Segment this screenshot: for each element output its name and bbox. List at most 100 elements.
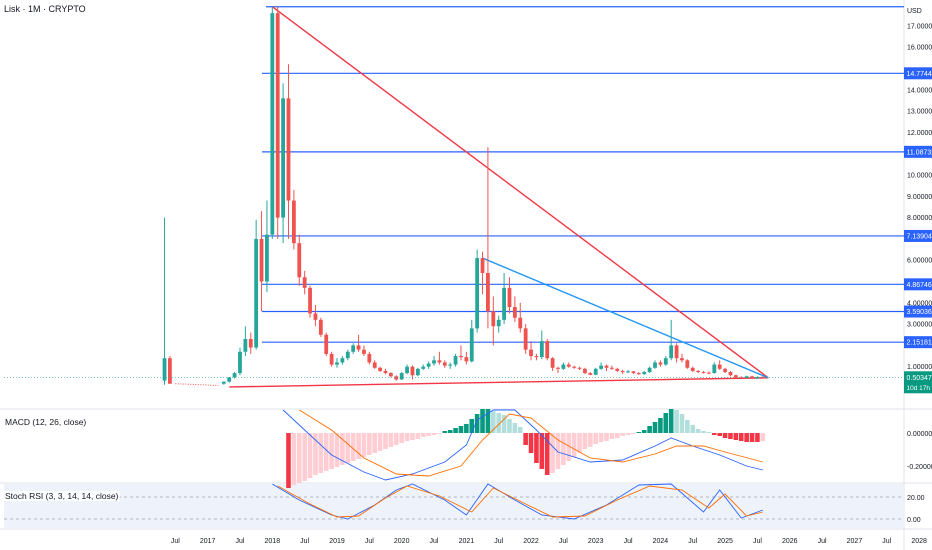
macd-histogram-bar bbox=[447, 430, 453, 433]
macd-histogram-bar bbox=[512, 423, 518, 433]
candle-body bbox=[566, 364, 571, 367]
macd-histogram-bar bbox=[641, 430, 647, 433]
time-tick-label: 2023 bbox=[588, 538, 604, 545]
time-tick-label: 2018 bbox=[265, 538, 281, 545]
time-tick-label: 2017 bbox=[200, 538, 216, 545]
stoch-tick-label: 20.00 bbox=[907, 495, 925, 502]
candle-body bbox=[723, 368, 727, 373]
candle-body bbox=[415, 368, 420, 376]
candle-body bbox=[636, 373, 641, 375]
macd-histogram-bar bbox=[296, 433, 302, 483]
candle-body bbox=[512, 307, 517, 318]
candle-body bbox=[561, 364, 566, 369]
candle-body bbox=[534, 356, 539, 358]
candle-body bbox=[496, 319, 501, 327]
candle-body bbox=[378, 367, 383, 371]
candle-body bbox=[367, 353, 372, 363]
candle-body bbox=[658, 362, 663, 365]
candle-body bbox=[469, 328, 474, 362]
macd-histogram-bar bbox=[598, 433, 604, 442]
macd-histogram-bar bbox=[340, 433, 345, 465]
macd-histogram-bar bbox=[523, 433, 528, 445]
macd-histogram-bar bbox=[496, 413, 501, 433]
macd-histogram-bar bbox=[717, 433, 722, 436]
price-tick-label: 17.00000 bbox=[907, 23, 932, 30]
macd-histogram-bar bbox=[744, 433, 749, 442]
level-price-tag bbox=[904, 67, 932, 80]
level-price-tag-label: 11.08732 bbox=[907, 149, 932, 156]
candle-body bbox=[690, 367, 695, 371]
macd-histogram-bar bbox=[674, 410, 679, 433]
macd-histogram-bar bbox=[350, 433, 356, 461]
candle-body bbox=[275, 13, 280, 218]
trendline bbox=[271, 6, 769, 379]
candle-body bbox=[426, 363, 431, 367]
macd-histogram-bar bbox=[588, 433, 593, 447]
macd-histogram-bar bbox=[550, 433, 555, 473]
candle-body bbox=[739, 377, 744, 379]
time-tick-label: Jul bbox=[365, 538, 374, 545]
price-tick-label: 3.00000 bbox=[907, 322, 932, 329]
candle-body bbox=[599, 365, 604, 369]
candle-body bbox=[335, 362, 339, 365]
macd-histogram-bar bbox=[695, 429, 701, 433]
macd-histogram-bar bbox=[393, 433, 399, 445]
macd-histogram-bar bbox=[690, 425, 696, 433]
macd-histogram-bar bbox=[636, 432, 642, 433]
time-tick-label: Jul bbox=[818, 538, 827, 545]
candle-body bbox=[647, 367, 652, 373]
candle-body bbox=[701, 372, 706, 374]
candle-body bbox=[593, 368, 598, 375]
stoch-d-line bbox=[277, 485, 763, 518]
time-tick-label: 2028 bbox=[911, 538, 927, 545]
level-price-tag bbox=[904, 278, 932, 291]
macd-histogram-bar bbox=[614, 433, 620, 438]
macd-histogram-bar bbox=[609, 433, 615, 439]
time-tick-label: Jul bbox=[688, 538, 697, 545]
price-tick-label: 4.00000 bbox=[907, 300, 932, 307]
candle-body bbox=[669, 345, 674, 359]
candle-body bbox=[313, 313, 318, 320]
level-price-tag bbox=[904, 229, 932, 242]
macd-histogram-bar bbox=[313, 433, 318, 475]
candle-body bbox=[588, 373, 593, 375]
macd-histogram-bar bbox=[286, 433, 291, 488]
macd-histogram-bar bbox=[555, 433, 561, 469]
time-tick-label: Jul bbox=[559, 538, 568, 545]
macd-histogram-bar bbox=[539, 433, 545, 469]
candle-body bbox=[529, 349, 533, 357]
price-tick-label: 14.00000 bbox=[907, 87, 932, 94]
candle-body bbox=[286, 98, 291, 201]
macd-histogram-bar bbox=[571, 433, 577, 457]
candle-body bbox=[707, 372, 711, 374]
time-tick-label: 2022 bbox=[523, 538, 539, 545]
candle-body bbox=[259, 238, 264, 282]
stoch-rsi-label[interactable]: Stoch RSI (3, 3, 14, 14, close) bbox=[3, 491, 121, 501]
price-tick-label: 6.00000 bbox=[907, 258, 932, 265]
stoch-tick-label: 0.00 bbox=[907, 517, 921, 524]
macd-histogram-bar bbox=[329, 433, 334, 469]
candle-body bbox=[556, 367, 560, 369]
macd-histogram-bar bbox=[431, 433, 437, 435]
macd-histogram-bar bbox=[388, 433, 394, 447]
candle-body bbox=[162, 358, 167, 381]
candle-body bbox=[733, 375, 738, 378]
macd-histogram-bar bbox=[668, 409, 674, 433]
price-tick-label: 13.00000 bbox=[907, 109, 932, 116]
candle-body bbox=[356, 345, 361, 350]
macd-histogram-bar bbox=[501, 415, 507, 433]
level-price-tag bbox=[904, 336, 932, 349]
price-tick-label: 9.00000 bbox=[907, 194, 932, 201]
macd-histogram-bar bbox=[367, 433, 372, 455]
candle-body bbox=[281, 98, 285, 218]
macd-label[interactable]: MACD (12, 26, close) bbox=[3, 417, 89, 427]
macd-histogram-bar bbox=[442, 431, 448, 433]
macd-histogram-bar bbox=[399, 433, 404, 443]
candle-body bbox=[324, 334, 329, 354]
macd-histogram-bar bbox=[474, 414, 480, 433]
candle-body bbox=[291, 200, 296, 244]
macd-histogram-bar bbox=[760, 433, 766, 441]
macd-histogram-bar bbox=[491, 411, 496, 433]
candle-body bbox=[750, 376, 754, 379]
